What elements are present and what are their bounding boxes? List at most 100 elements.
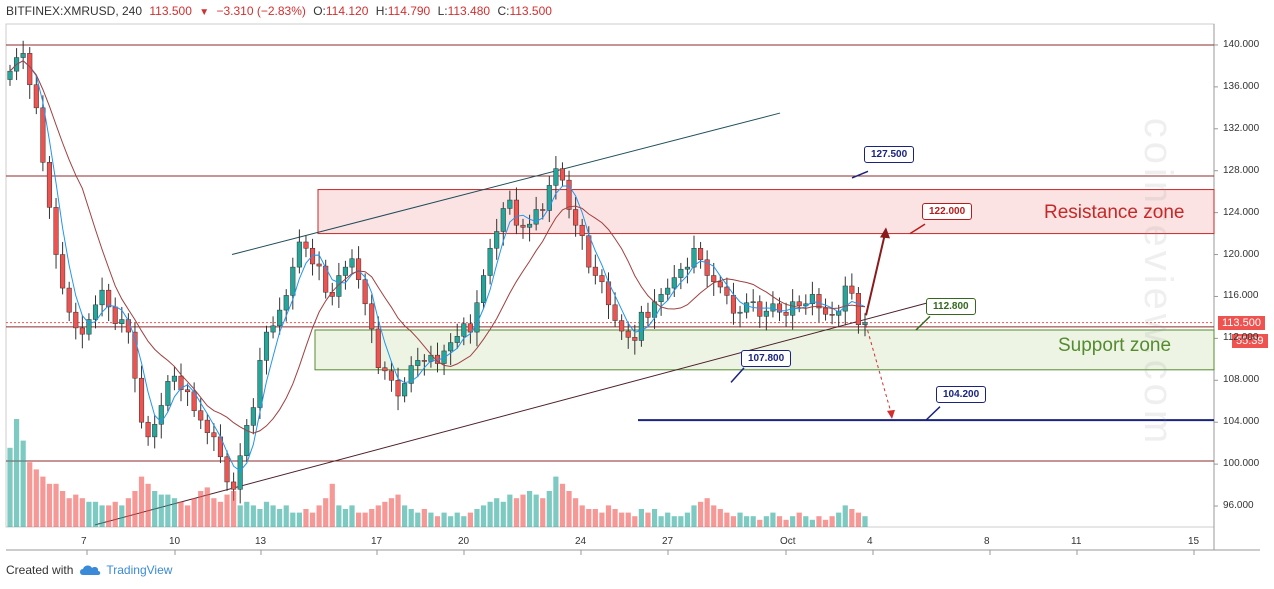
candle-body [336, 275, 342, 297]
candle-body [638, 311, 644, 341]
candle-body [816, 294, 822, 309]
volume-bar [454, 512, 460, 527]
candle-body [185, 389, 191, 393]
candle-body [7, 70, 13, 80]
callout-127500: 127.500 [864, 146, 915, 163]
volume-bar [546, 491, 552, 527]
candle-body [86, 319, 92, 335]
candle-body [250, 407, 256, 426]
candle-body [421, 360, 427, 362]
candle-body [349, 258, 355, 268]
candle-body [231, 481, 237, 490]
candle-body [678, 268, 684, 278]
callout-107800: 107.800 [741, 350, 792, 367]
y-tick-label: 124.000 [1223, 206, 1260, 218]
volume-bar [349, 505, 355, 527]
volume-bar [724, 512, 730, 527]
candle-body [138, 377, 145, 423]
candle-body [211, 432, 217, 438]
volume-bar [244, 501, 250, 527]
volume-bar [645, 512, 651, 527]
candle-body [744, 302, 750, 313]
countdown-tag: 55:39 [1232, 334, 1268, 348]
low-value: 113.480 [447, 4, 491, 18]
x-tick-label: 11 [1071, 536, 1082, 547]
volume-bar [461, 516, 467, 527]
bearish-arrowhead [887, 409, 895, 419]
volume-bar [27, 462, 33, 527]
candle-body [671, 277, 677, 289]
volume-bar [283, 505, 289, 527]
volume-bar [605, 505, 612, 527]
volume-bar [316, 505, 322, 527]
candle-body [53, 207, 59, 255]
volume-bar [250, 505, 256, 527]
volume-bar [750, 516, 756, 527]
volume-bar [586, 509, 592, 527]
candle-body [257, 360, 263, 408]
volume-bar [263, 501, 270, 527]
volume-bar [500, 501, 506, 527]
volume-bar [362, 512, 368, 527]
volume-bar [336, 505, 342, 527]
volume-bar [191, 498, 197, 527]
x-tick-label: 17 [371, 536, 383, 547]
candle-body [836, 310, 842, 316]
high-value: 114.790 [387, 4, 431, 18]
volume-bar [145, 483, 151, 527]
volume-bar [658, 516, 664, 527]
open-value: 114.120 [325, 4, 369, 18]
candle-body [750, 301, 756, 303]
current-price-tag: 113.500 [1218, 316, 1265, 330]
volume-bar [402, 505, 408, 527]
volume-bar [46, 483, 53, 527]
candle-body [178, 375, 184, 390]
candle-body [507, 199, 513, 209]
volume-bar [138, 476, 145, 527]
volume-bar [217, 501, 224, 527]
volume-bar [651, 509, 658, 527]
volume-bar [803, 516, 809, 527]
candle-body [599, 275, 605, 283]
candle-body [454, 336, 460, 343]
candle-body [309, 248, 316, 265]
candle-body [158, 405, 164, 425]
volume-bar [434, 516, 441, 527]
candle-body [382, 367, 388, 372]
volume-bar [224, 494, 230, 527]
volume-bar [53, 483, 59, 527]
candle-body [691, 248, 697, 268]
candle-body [99, 289, 105, 306]
candle-body [658, 294, 664, 302]
candle-body [283, 295, 289, 311]
cloud-icon [80, 565, 101, 575]
candle-body [461, 323, 467, 337]
volume-bar [257, 509, 263, 527]
candle-body [776, 303, 783, 313]
tradingview-link[interactable]: TradingView [79, 563, 172, 577]
volume-bar [579, 505, 585, 527]
candle-body [198, 410, 204, 421]
x-tick-label: 4 [867, 536, 873, 547]
tradingview-brand: TradingView [106, 563, 173, 577]
candle-body [862, 322, 868, 326]
volume-bar [73, 494, 79, 527]
candle-body [375, 328, 381, 368]
candle-body [737, 311, 743, 314]
volume-bar [355, 512, 362, 527]
volume-bar [684, 512, 691, 527]
candle-body [540, 209, 546, 211]
open-label: O: [313, 4, 326, 18]
volume-bar [309, 512, 316, 527]
candle-body [316, 263, 322, 267]
candle-body [402, 383, 408, 397]
resistance-zone-label: Resistance zone [1044, 202, 1185, 223]
bearish-arrow [865, 324, 893, 417]
volume-bar [704, 498, 710, 527]
volume-bar [382, 501, 388, 527]
volume-bar [494, 498, 500, 527]
candle-body [487, 248, 493, 276]
volume-bar [395, 494, 401, 527]
symbol-header: BITFINEX:XMRUSD, 240 113.500 ▼ −3.310 (−… [6, 4, 556, 18]
